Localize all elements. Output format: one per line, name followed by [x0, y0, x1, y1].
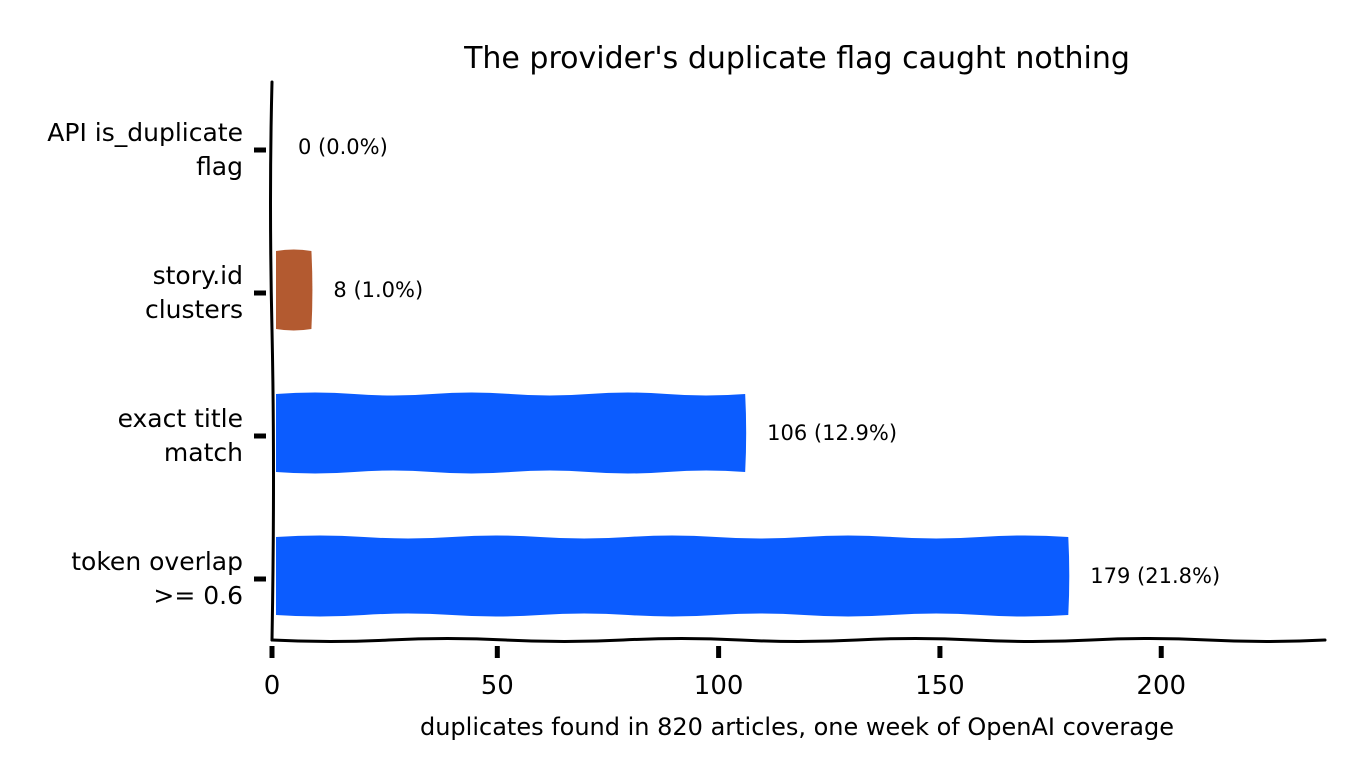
bars-group [276, 249, 1070, 617]
data-label-3: 179 (21.8%) [1090, 564, 1220, 588]
bar-3 [276, 535, 1070, 617]
x-tick-label-0: 0 [264, 671, 281, 701]
x-tick-label-3: 150 [915, 671, 965, 701]
x-tick-label-1: 50 [481, 671, 514, 701]
data-label-1: 8 (1.0%) [333, 278, 423, 302]
y-axis: API is_duplicate flag story.id clusters exac… [47, 80, 275, 642]
y-axis-line [269, 80, 275, 642]
y-tick-label-3: token overlap >= 0.6 [71, 547, 243, 610]
x-tick-label-2: 100 [694, 671, 744, 701]
y-tick-label-1: story.id clusters [145, 261, 243, 324]
y-tick-label-0: API is_duplicate flag [47, 118, 243, 181]
data-label-2: 106 (12.9%) [767, 421, 897, 445]
data-labels-group: 0 (0.0%) 8 (1.0%) 106 (12.9%) 179 (21.8%) [298, 135, 1220, 588]
x-axis-line [270, 637, 1327, 643]
x-axis: 0 50 100 150 200 [264, 637, 1327, 701]
y-tick-label-2: exact title match [118, 404, 243, 467]
data-label-0: 0 (0.0%) [298, 135, 388, 159]
bar-1 [276, 249, 313, 331]
x-axis-title: duplicates found in 820 articles, one we… [420, 713, 1174, 741]
bar-2 [276, 392, 747, 474]
x-tick-label-4: 200 [1136, 671, 1186, 701]
chart-title: The provider's duplicate flag caught not… [463, 41, 1130, 76]
